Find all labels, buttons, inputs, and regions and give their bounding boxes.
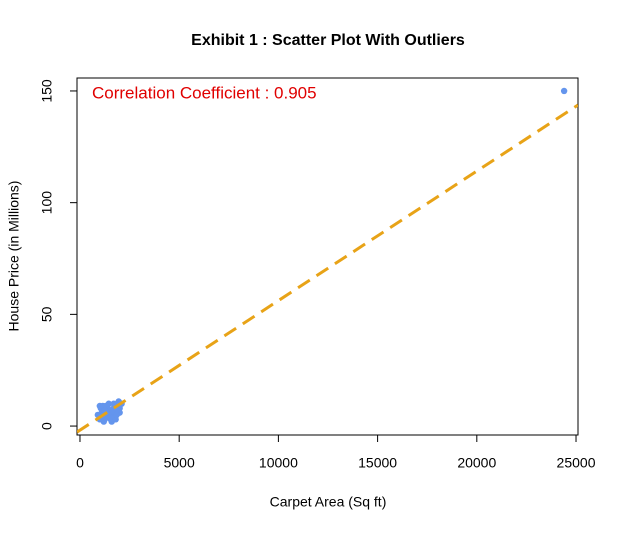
x-tick-label: 0 [76,455,84,471]
point [96,402,104,410]
x-tick-label: 10000 [259,455,298,471]
fit-line [77,103,578,434]
x-tick-label: 5000 [164,455,195,471]
x-tick-label: 25000 [557,455,596,471]
y-tick-label: 150 [39,79,55,103]
x-tick-label: 15000 [358,455,397,471]
point [109,407,116,414]
y-tick-label: 50 [39,306,55,322]
point [560,87,568,95]
chart-title: Exhibit 1 : Scatter Plot With Outliers [191,32,465,49]
y-tick-label: 100 [39,191,55,215]
y-tick-label: 0 [39,422,55,430]
x-tick-label: 20000 [457,455,496,471]
plot-frame [76,77,579,436]
point [113,411,120,419]
point [100,418,107,425]
x-axis-title: Carpet Area (Sq ft) [270,494,387,510]
annotation: Correlation Coefficient : 0.905 [92,83,317,102]
y-axis-title: House Price (in Millions) [6,181,22,332]
